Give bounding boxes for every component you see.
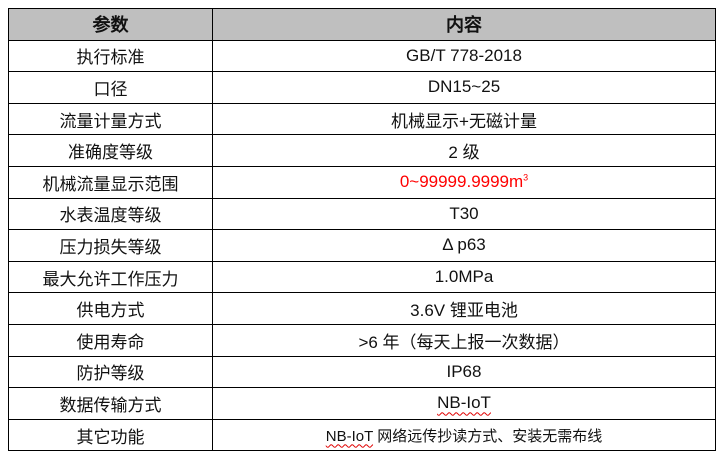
value-text: T30 — [449, 203, 479, 223]
value-cell: 0~99999.9999m3 — [212, 165, 716, 199]
value-text: NB-IoT — [437, 393, 491, 413]
value-cell: Δ p63 — [212, 229, 716, 262]
param-cell: 口径 — [8, 71, 213, 104]
value-text: 0~99999.9999m — [399, 172, 524, 192]
value-cell: T30 — [212, 197, 716, 231]
value-text: 2 级 — [448, 143, 480, 163]
value-cell: 机械显示+无磁计量 — [212, 102, 716, 136]
param-cell: 数据传输方式 — [8, 387, 213, 420]
table-row: 供电方式 3.6V 锂亚电池 — [8, 292, 716, 325]
param-cell: 防护等级 — [8, 355, 213, 389]
table-row: 准确度等级 2 级 — [8, 134, 716, 167]
table-header: 参数 内容 — [8, 8, 716, 41]
spec-table: 参数 内容 执行标准 GB/T 778-2018 口径 DN15~25 流量计量方式 机械… — [8, 8, 716, 452]
param-cell: 流量计量方式 — [8, 102, 213, 136]
value-cell: 1.0MPa — [212, 260, 716, 294]
value-text: >6 年（每天上报一次数据） — [358, 332, 570, 352]
param-cell: 供电方式 — [8, 292, 213, 325]
value-text: Δ p63 — [442, 235, 486, 255]
param-cell: 机械流量显示范围 — [8, 165, 213, 199]
value-text: 机械显示+无磁计量 — [391, 111, 537, 131]
param-cell: 准确度等级 — [8, 134, 213, 167]
table-row: 其它功能 NB-IoT 网络远传抄读方式、安装无需布线 — [8, 418, 716, 452]
table-row: 最大允许工作压力 1.0MPa — [8, 260, 716, 294]
param-cell: 执行标准 — [8, 39, 213, 73]
param-cell: 最大允许工作压力 — [8, 260, 213, 294]
value-text: DN15~25 — [427, 77, 501, 97]
param-cell: 压力损失等级 — [8, 229, 213, 262]
value-cell: GB/T 778-2018 — [212, 39, 716, 73]
param-cell: 使用寿命 — [8, 323, 213, 357]
table-row: 水表温度等级 T30 — [8, 197, 716, 231]
value-cell: >6 年（每天上报一次数据） — [212, 323, 716, 357]
table-row: 防护等级 IP68 — [8, 355, 716, 389]
value-cell: IP68 — [212, 355, 716, 389]
value-cell: NB-IoT 网络远传抄读方式、安装无需布线 — [212, 418, 716, 452]
table-row: 流量计量方式 机械显示+无磁计量 — [8, 102, 716, 136]
value-cell: NB-IoT — [212, 387, 716, 420]
value-cell: 2 级 — [212, 134, 716, 167]
header-content: 内容 — [212, 8, 716, 41]
value-cell: 3.6V 锂亚电池 — [212, 292, 716, 325]
table-row: 执行标准 GB/T 778-2018 — [8, 39, 716, 73]
value-text: GB/T 778-2018 — [406, 45, 522, 65]
value-text: 3.6V 锂亚电池 — [410, 301, 518, 321]
table-row: 机械流量显示范围 0~99999.9999m3 — [8, 165, 716, 199]
table-row: 数据传输方式 NB-IoT — [8, 387, 716, 420]
table-row: 口径 DN15~25 — [8, 71, 716, 104]
value-prefix: NB-IoT — [325, 427, 374, 445]
table-row: 使用寿命 >6 年（每天上报一次数据） — [8, 323, 716, 357]
header-param: 参数 — [8, 8, 213, 41]
superscript: 3 — [523, 172, 529, 183]
value-text: 网络远传抄读方式、安装无需布线 — [373, 427, 603, 445]
table-row: 压力损失等级 Δ p63 — [8, 229, 716, 262]
value-cell: DN15~25 — [212, 71, 716, 104]
param-cell: 其它功能 — [8, 418, 213, 452]
param-cell: 水表温度等级 — [8, 197, 213, 231]
value-text: 1.0MPa — [434, 267, 494, 287]
value-text: IP68 — [446, 361, 482, 381]
